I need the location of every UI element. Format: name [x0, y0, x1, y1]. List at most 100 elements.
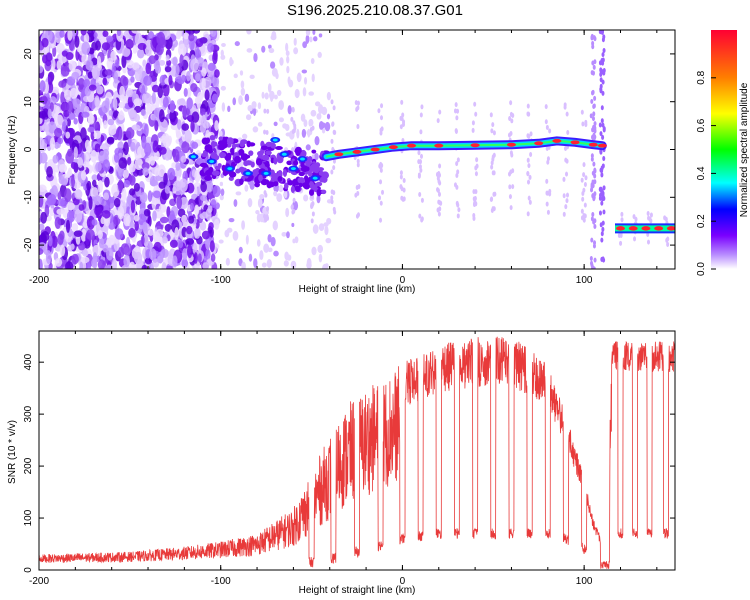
noise-blob [287, 105, 292, 115]
snr-axes: -200 -100 0 100 0 100 200 300 400 [23, 331, 675, 587]
streak-blob [355, 213, 359, 219]
noise-blob [121, 47, 131, 57]
noise-blob [200, 194, 208, 202]
streak-blob [527, 179, 531, 185]
noise-blob [95, 161, 102, 172]
streak-blob [402, 178, 406, 184]
noise-blob [41, 37, 49, 48]
noise-blob [281, 231, 287, 237]
noise-blob [261, 45, 266, 53]
noise-blob [318, 223, 325, 231]
noise-blob [161, 262, 167, 269]
noise-blob [266, 258, 272, 268]
noise-blob [296, 128, 300, 139]
noise-blob [267, 247, 273, 253]
streak-blob [601, 79, 605, 85]
signal-blob [283, 182, 289, 190]
streak-blob [528, 199, 532, 205]
noise-blob [172, 56, 178, 66]
streak-blob [400, 186, 404, 192]
noise-blob [122, 169, 130, 178]
noise-blob [176, 119, 182, 130]
noise-blob [276, 193, 283, 202]
noise-blob [134, 157, 144, 170]
noise-blob [219, 181, 224, 187]
noise-blob [64, 188, 72, 203]
noise-blob [57, 198, 65, 207]
noise-blob [141, 162, 150, 170]
noise-blob [113, 197, 121, 208]
streak-blob [310, 204, 314, 210]
signal-blob [298, 182, 303, 188]
streak-blob [354, 192, 358, 198]
streak-blob [475, 157, 479, 163]
streak-blob [266, 206, 270, 212]
noise-blob [129, 261, 136, 269]
noise-blob [128, 163, 136, 173]
streak-blob [454, 129, 458, 135]
noise-blob [81, 52, 88, 66]
streak-blob [471, 127, 475, 133]
noise-blob [108, 124, 117, 136]
streak-blob [526, 111, 530, 117]
signal-blob [208, 166, 214, 174]
noise-blob [45, 250, 52, 265]
noise-blob [177, 30, 182, 38]
noise-blob [60, 91, 65, 104]
signal-blob [234, 155, 241, 164]
track2-peak [628, 226, 638, 231]
noise-blob [192, 242, 198, 255]
streak-blob [291, 107, 295, 113]
streak-blob [292, 197, 296, 203]
streak-blob [378, 195, 382, 201]
signal-blob [273, 156, 278, 165]
streak-blob [492, 130, 496, 136]
streak-blob [592, 111, 596, 117]
noise-blob [229, 56, 233, 67]
noise-blob [317, 51, 322, 58]
noise-blob [253, 52, 258, 63]
noise-blob [275, 72, 279, 80]
streak-blob [580, 109, 584, 115]
noise-blob [244, 93, 250, 102]
noise-blob [309, 36, 313, 43]
noise-blob [212, 77, 219, 88]
streak-blob [527, 133, 531, 139]
streak-blob [590, 237, 594, 243]
noise-blob [201, 230, 211, 240]
noise-blob [241, 220, 246, 230]
noise-blob [39, 110, 48, 119]
streak-blob [264, 192, 268, 198]
streak-blob [593, 128, 597, 134]
streak-blob [590, 99, 594, 105]
noise-blob [80, 30, 87, 36]
noise-blob [119, 85, 126, 99]
streak-blob [509, 100, 513, 106]
noise-blob [270, 236, 276, 247]
streak-blob [619, 240, 623, 246]
noise-blob [267, 83, 272, 93]
streak-blob [330, 99, 334, 105]
streak-blob [620, 211, 624, 217]
signal-blob [297, 177, 305, 184]
streak-blob [379, 130, 383, 136]
noise-blob [143, 208, 151, 217]
streak-blob [490, 164, 494, 170]
streak-blob [399, 115, 403, 121]
noise-blob [80, 256, 90, 264]
noise-blob [81, 41, 91, 55]
noise-blob [220, 188, 225, 196]
noise-blob [54, 127, 63, 138]
noise-blob [220, 85, 226, 91]
streak-blob [601, 122, 605, 128]
streak-blob [527, 195, 531, 201]
streak-blob [418, 191, 422, 197]
noise-blob [219, 194, 224, 201]
noise-blob [56, 42, 65, 54]
noise-blob [207, 42, 214, 53]
spectrogram-plot-area [39, 30, 675, 269]
streak-blob [474, 189, 478, 195]
streak-blob [379, 217, 383, 223]
streak-blob [489, 197, 493, 203]
